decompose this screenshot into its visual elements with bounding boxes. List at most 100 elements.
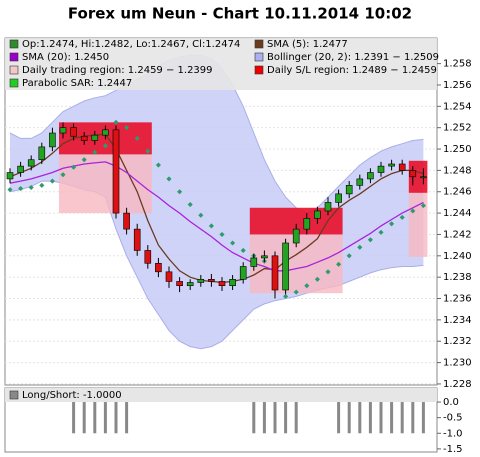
sar-dot — [102, 143, 108, 149]
candle-body — [70, 127, 77, 137]
legend-swatch — [254, 65, 264, 75]
candle-body — [186, 282, 194, 287]
long-short-bar — [390, 402, 394, 434]
sar-dot — [177, 189, 183, 195]
y-tick-label: 1.250 — [443, 144, 472, 155]
legend-label: Parabolic SAR: 1.2447 — [22, 78, 132, 89]
candle-body — [377, 165, 385, 173]
y-tick-label: 1.254 — [443, 101, 472, 112]
y-tick-label: 1.236 — [443, 294, 472, 305]
sma-line — [9, 161, 424, 272]
candle-body — [91, 134, 99, 141]
candle-body — [367, 172, 374, 180]
sar-dot — [198, 212, 204, 218]
candle-body — [27, 159, 35, 167]
candle-body — [420, 176, 427, 179]
y-tick-label: 1.256 — [443, 80, 472, 91]
legend-label: SMA (20): 1.2450 — [22, 52, 109, 63]
candle-body — [6, 172, 14, 180]
sar-dot — [208, 223, 214, 229]
sar-dot — [410, 208, 416, 214]
y-tick-label: -0.5 — [443, 413, 463, 424]
chart-title: Forex um Neun - Chart 10.11.2014 10:02 — [68, 5, 412, 23]
y-tick-label: 1.234 — [443, 315, 472, 326]
candle-body — [197, 278, 205, 283]
candle-body — [345, 185, 353, 195]
long-short-bar — [379, 402, 383, 434]
sar-dot — [49, 178, 55, 184]
y-tick-label: 1.252 — [443, 123, 472, 134]
long-short-bar — [72, 402, 76, 434]
y-tick-label: 1.228 — [443, 379, 472, 390]
candle-body — [59, 127, 67, 134]
candle-body — [218, 281, 226, 287]
sar-dot — [219, 231, 225, 238]
legend-swatch — [9, 52, 19, 62]
candle-body — [292, 228, 300, 244]
legend-label: Daily S/L region: 1.2489 − 1.2459 — [267, 65, 437, 76]
sar-dot — [240, 247, 246, 254]
long-short-bar — [103, 402, 107, 434]
sar-dot — [314, 276, 320, 282]
candle-body — [271, 255, 279, 291]
long-short-bar — [337, 402, 341, 434]
y-tick-label: 1.248 — [443, 165, 472, 176]
candle-body — [229, 278, 236, 287]
candle-body — [165, 271, 173, 282]
sar-dot — [378, 229, 384, 235]
candle-body — [176, 281, 183, 287]
legend-label: Daily trading region: 1.2459 − 1.2399 — [22, 65, 213, 76]
y-tick-label: 1.246 — [443, 187, 472, 198]
candle-body — [239, 266, 247, 280]
long-short-bar — [358, 402, 362, 434]
legend-swatch — [9, 65, 19, 75]
long-short-bar — [273, 402, 277, 434]
legend-swatch — [254, 39, 264, 49]
legend-swatch — [9, 78, 19, 88]
candle-body — [409, 170, 417, 178]
y-tick-label: -1.5 — [443, 444, 463, 455]
legend-swatch — [9, 39, 19, 49]
sar-dot — [166, 176, 172, 182]
candle-body — [112, 129, 120, 214]
candle-body — [38, 146, 46, 161]
long-short-bar — [125, 402, 129, 434]
long-short-bar — [114, 402, 118, 434]
sar-dot — [145, 148, 151, 154]
y-tick-label: 0.0 — [443, 397, 459, 408]
legend-label: SMA (5): 1.2477 — [267, 39, 348, 50]
y-tick-label: -1.0 — [443, 428, 463, 439]
sar-dot — [293, 289, 299, 295]
trade-region — [408, 192, 428, 257]
lower-plot: Long/Short: -1.0000 0.0 -0.5 -1.0 -1.5 — [9, 390, 463, 455]
candle-body — [144, 250, 152, 264]
candle-body — [261, 255, 268, 259]
y-tick-label: 1.258 — [443, 59, 472, 70]
candle-body — [49, 132, 56, 148]
sar-dot — [92, 149, 98, 155]
y-tick-label: 1.232 — [443, 336, 472, 347]
candle-body — [102, 129, 109, 136]
candle-body — [398, 163, 406, 171]
candle-body — [324, 202, 332, 212]
sar-dot — [187, 202, 193, 208]
long-short-bar — [93, 402, 97, 434]
long-short-bar — [262, 402, 266, 434]
legend-swatch — [9, 390, 19, 400]
long-short-bar — [400, 402, 404, 434]
sar-dot — [113, 119, 119, 125]
candle-body — [208, 278, 215, 282]
candle-body — [250, 257, 258, 267]
lower-legend-label: Long/Short: -1.0000 — [22, 390, 122, 401]
long-short-bar — [411, 402, 415, 434]
candle-body — [282, 242, 289, 291]
candle-body — [123, 212, 130, 230]
sar-dot — [325, 269, 331, 275]
sar-dot — [60, 172, 66, 178]
candle-body — [388, 163, 395, 167]
sar-dot — [304, 283, 310, 289]
lower-legend-box — [5, 388, 437, 402]
legend-box — [5, 38, 437, 90]
y-tick-label: 1.244 — [443, 208, 472, 219]
